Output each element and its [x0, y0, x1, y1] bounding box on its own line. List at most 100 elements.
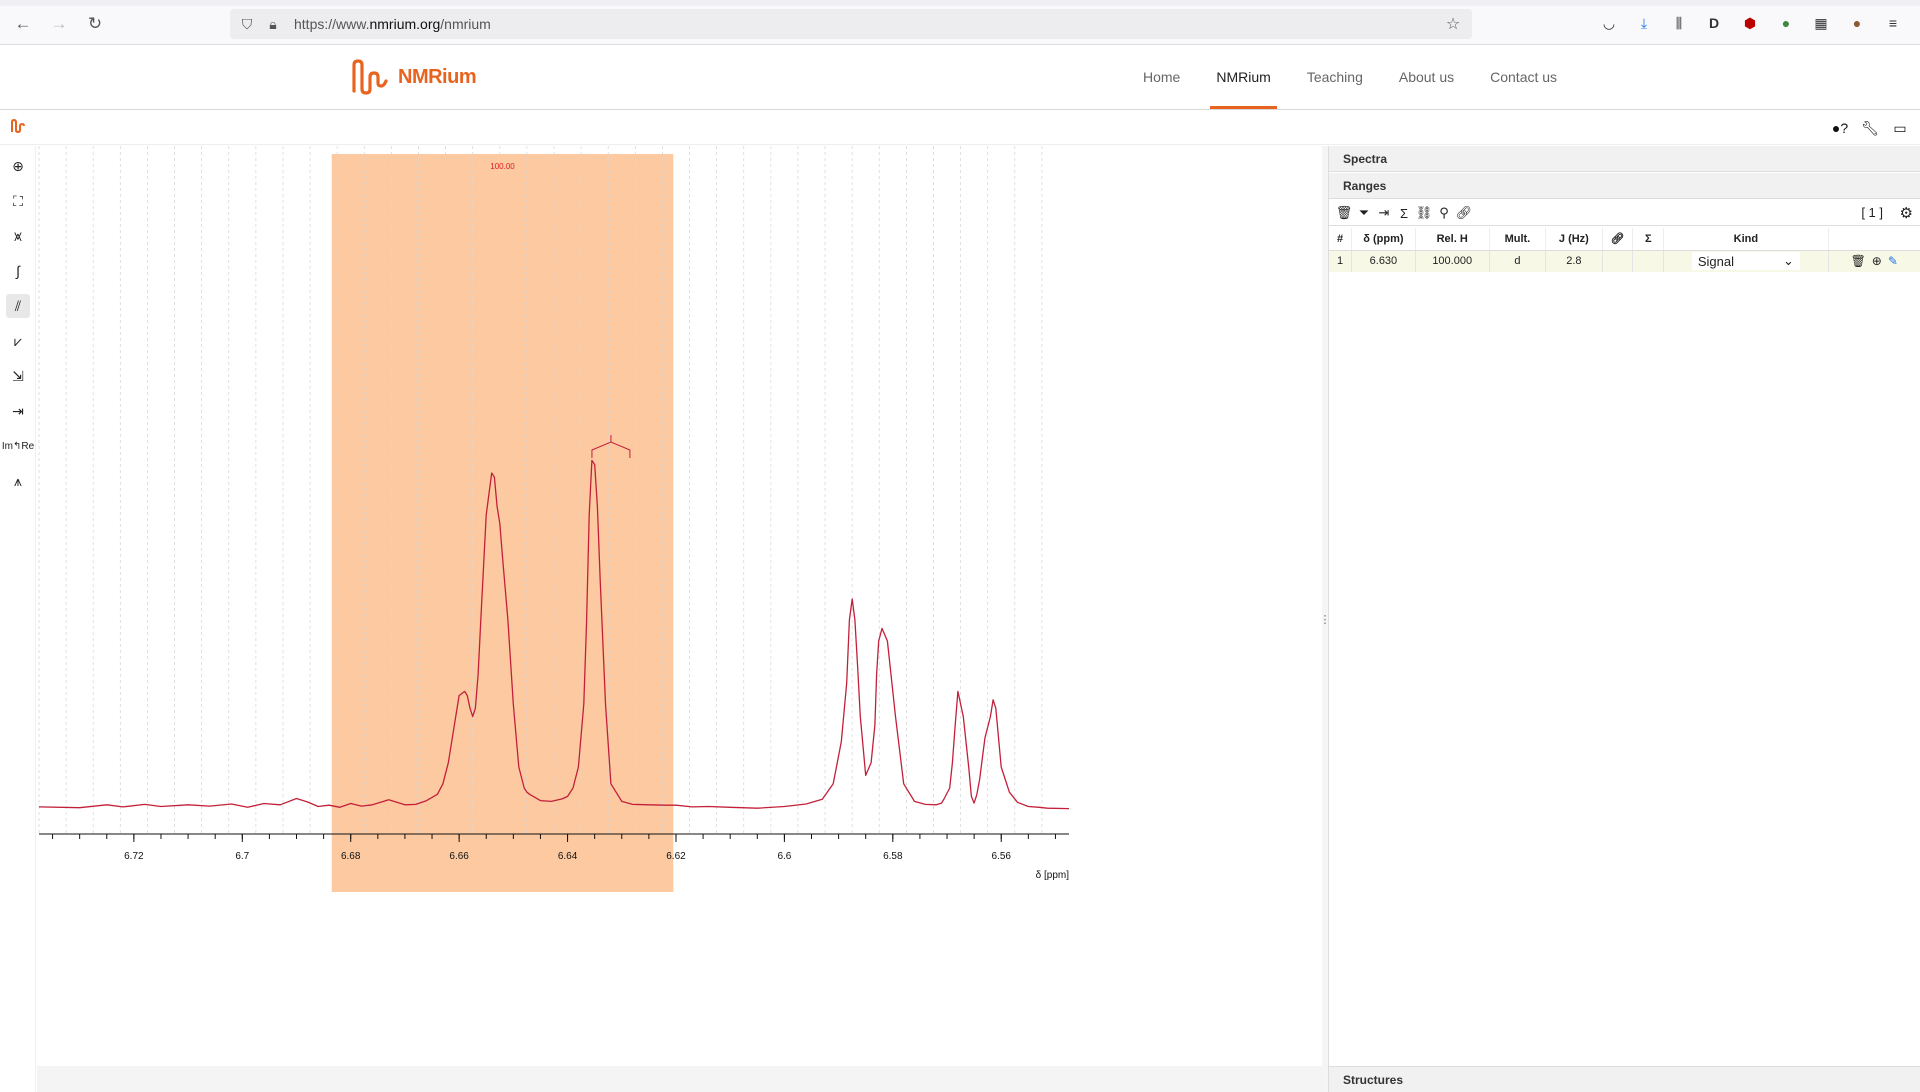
cell-j[interactable]: 2.8 — [1545, 250, 1603, 272]
zoom-tool-icon[interactable]: ⊕ — [12, 157, 24, 174]
delete-ranges-icon[interactable]: 🗑︎ — [1335, 205, 1353, 220]
forward-arrow-icon[interactable]: → — [50, 14, 68, 33]
x-tick-label: 6.7 — [235, 851, 249, 862]
full-view-icon[interactable]: ⛶ — [13, 192, 23, 209]
site-header: NMRium Home NMRium Teaching About us Con… — [0, 45, 1920, 110]
panel-splitter[interactable]: ⋮ — [1320, 146, 1331, 1092]
x-tick-label: 6.68 — [341, 851, 361, 862]
cell-relh[interactable]: 100.000 — [1415, 250, 1490, 272]
x-tick-label: 6.58 — [883, 851, 903, 862]
reload-icon[interactable]: ↻ — [87, 14, 103, 33]
structures-panel-header[interactable]: Structures — [1329, 1066, 1920, 1092]
cell-delta[interactable]: 6.630 — [1351, 250, 1416, 272]
cookie-icon[interactable]: ● — [1852, 15, 1862, 31]
col-j-header: J (Hz) — [1545, 228, 1603, 251]
nav-home[interactable]: Home — [1143, 69, 1181, 85]
browser-toolbar: ← → ↻ ⛉ 🔒︎ https://www.nmrium.org/nmrium… — [0, 0, 1920, 45]
nmrium-logo[interactable]: NMRium — [350, 59, 477, 95]
kind-select-value: Signal — [1697, 253, 1734, 269]
zoom-row-icon[interactable]: ⊕ — [1871, 254, 1882, 269]
cell-sum — [1632, 250, 1665, 272]
delete-row-icon[interactable]: 🗑︎ — [1850, 254, 1866, 269]
filter-icon[interactable]: ⏷ — [1358, 205, 1370, 220]
lock-icon[interactable]: 🔒︎ — [269, 15, 277, 32]
settings-wrench-icon[interactable]: 🔧︎ — [1861, 119, 1879, 136]
shield-icon[interactable]: ⛉ — [241, 15, 253, 32]
fullscreen-icon[interactable]: ▭ — [1893, 119, 1907, 136]
col-relh-header: Rel. H — [1415, 228, 1490, 251]
nav-about-us[interactable]: About us — [1398, 69, 1455, 85]
peak-picking-icon[interactable]: ⩙ — [14, 227, 22, 244]
extension-leaf-icon[interactable]: ● — [1781, 15, 1791, 31]
table-row[interactable]: 1 6.630 100.000 d 2.8 Signal ⌄ 🗑︎ ⊕ — [1329, 250, 1920, 272]
ranges-settings-gear-icon[interactable]: ⚙ — [1899, 205, 1913, 222]
logo-text: NMRium — [398, 65, 477, 88]
browser-tab-strip — [0, 0, 1920, 6]
left-toolbar: ⊕ ⛶ ⩙ ∫ ⫽ ⩗ ⇲ ⇥ Im↰Re ⩚ — [0, 146, 36, 1092]
integral-tool-icon[interactable]: ∫ — [16, 263, 20, 279]
help-icon[interactable]: ●? — [1831, 120, 1849, 136]
nmrium-logo-mark-icon — [352, 59, 388, 95]
site-nav: Home NMRium Teaching About us Contact us — [1125, 45, 1575, 109]
app-bar: ●? 🔧︎ ▭ — [0, 111, 1920, 145]
import-icon[interactable]: ⇲ — [12, 367, 24, 384]
pocket-icon[interactable]: ◡ — [1602, 14, 1616, 31]
range-integral-label: 100.00 — [490, 162, 515, 171]
cell-index: 1 — [1329, 250, 1353, 272]
col-kind-header: Kind — [1663, 228, 1829, 251]
chevron-down-icon: ⌄ — [1782, 253, 1794, 269]
ublock-icon[interactable]: ⬢ — [1743, 14, 1757, 31]
app-logo-icon[interactable] — [10, 118, 26, 137]
ranges-panel-header[interactable]: Ranges — [1329, 173, 1920, 199]
ranges-table-header: # δ (ppm) Rel. H Mult. J (Hz) 🔗︎ Σ Kind — [1329, 228, 1920, 251]
tree-icon[interactable]: ⚲ — [1439, 205, 1449, 220]
export-ranges-icon[interactable]: ⇥ — [1378, 205, 1390, 220]
ranges-count: [ 1 ] — [1861, 205, 1883, 220]
nav-nmrium[interactable]: NMRium — [1198, 45, 1288, 109]
kind-select[interactable]: Signal ⌄ — [1691, 252, 1800, 271]
extension-d-icon[interactable]: D — [1708, 15, 1720, 31]
bookmark-star-icon[interactable]: ☆ — [1445, 16, 1461, 33]
x-tick-label: 6.56 — [992, 851, 1012, 862]
col-mult-header: Mult. — [1489, 228, 1547, 251]
spectrum-chart-area[interactable]: 100.00 6.72 6.7 6.68 6.66 6.64 6.62 6.6 6.58 6.56… — [37, 146, 1322, 1092]
nav-contact-us[interactable]: Contact us — [1490, 69, 1558, 85]
col-sum-header: Σ — [1632, 228, 1665, 251]
download-icon[interactable]: ⤓ — [1640, 14, 1648, 31]
ranges-table: # δ (ppm) Rel. H Mult. J (Hz) 🔗︎ Σ Kind … — [1329, 228, 1920, 272]
x-tick-label: 6.64 — [558, 851, 578, 862]
cell-kind: Signal ⌄ — [1663, 250, 1829, 272]
link-column-icon: 🔗︎ — [1610, 233, 1625, 246]
spectrum-chart[interactable]: 100.00 6.72 6.7 6.68 6.66 6.64 6.62 6.6 6.58 6.56… — [37, 146, 1322, 1092]
url-bar[interactable]: ⛉ 🔒︎ https://www.nmrium.org/nmrium ☆ — [230, 9, 1472, 39]
x-tick-label: 6.66 — [449, 851, 469, 862]
multiplet-marker — [591, 435, 631, 458]
nav-teaching[interactable]: Teaching — [1306, 69, 1363, 85]
menu-hamburger-icon[interactable]: ≡ — [1888, 15, 1898, 31]
col-delta-header: δ (ppm) — [1351, 228, 1416, 251]
app-right-icons: ●? 🔧︎ ▭ — [1830, 118, 1910, 138]
cell-mult[interactable]: d — [1489, 250, 1547, 272]
phase-correction-icon[interactable]: ⩚ — [14, 472, 22, 489]
cell-link — [1602, 250, 1634, 272]
x-axis-label: δ [ppm] — [1036, 870, 1070, 881]
col-actions-header — [1828, 228, 1920, 251]
library-icon[interactable]: ⫼ — [1675, 14, 1683, 31]
spectra-panel-header[interactable]: Spectra — [1329, 146, 1920, 172]
multiplet-analysis-icon[interactable]: ⩗ — [14, 332, 22, 349]
export-icon[interactable]: ⇥ — [12, 402, 24, 419]
url-text[interactable]: https://www.nmrium.org/nmrium — [294, 16, 491, 32]
sum-icon[interactable]: Σ — [1399, 205, 1409, 221]
qr-code-icon[interactable]: ▦ — [1814, 14, 1828, 31]
link-icon[interactable]: 🔗︎ — [1455, 205, 1473, 220]
chart-footer-strip — [37, 1066, 1322, 1092]
col-link-header: 🔗︎ — [1602, 228, 1634, 251]
spectrum-line — [38, 459, 1070, 810]
ranges-tool-icon[interactable]: ⫽ — [6, 294, 30, 318]
x-tick-label: 6.72 — [124, 851, 144, 862]
cell-actions: 🗑︎ ⊕ ✎ — [1828, 250, 1920, 272]
edit-row-icon[interactable]: ✎ — [1887, 254, 1898, 269]
real-imaginary-toggle-icon[interactable]: Im↰Re — [1, 440, 35, 452]
unlink-icon[interactable]: ⛓ — [1415, 205, 1433, 220]
back-arrow-icon[interactable]: ← — [14, 14, 32, 33]
